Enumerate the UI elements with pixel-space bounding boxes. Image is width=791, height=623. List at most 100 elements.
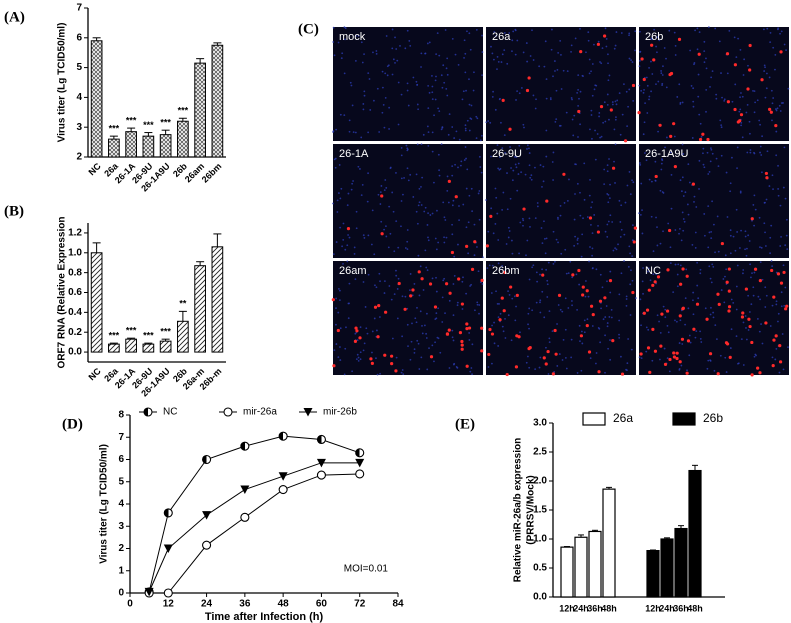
infected-cell xyxy=(785,304,789,308)
nucleus xyxy=(744,230,747,233)
nucleus xyxy=(578,283,581,286)
nucleus xyxy=(614,118,617,121)
infected-cell xyxy=(675,356,679,361)
nucleus xyxy=(438,54,441,57)
nucleus xyxy=(599,273,602,276)
nucleus xyxy=(431,75,433,77)
nucleus xyxy=(501,147,504,150)
nucleus xyxy=(736,264,739,267)
nucleus xyxy=(413,351,416,354)
line xyxy=(148,435,360,593)
infected-cell xyxy=(522,207,526,211)
nucleus xyxy=(780,235,782,238)
nucleus xyxy=(459,164,462,167)
nucleus xyxy=(492,90,494,93)
infected-cell xyxy=(697,52,701,56)
nucleus xyxy=(385,225,387,228)
nucleus xyxy=(787,346,789,349)
x-tick-label: 0 xyxy=(127,599,133,610)
nucleus xyxy=(426,224,429,226)
nucleus xyxy=(591,232,594,235)
nucleus xyxy=(566,199,569,202)
nucleus xyxy=(775,300,778,303)
infected-cell xyxy=(380,232,384,236)
nucleus xyxy=(669,262,672,265)
nucleus xyxy=(435,276,437,279)
nucleus xyxy=(363,237,366,239)
nucleus xyxy=(543,237,546,240)
nucleus xyxy=(482,256,484,259)
nucleus xyxy=(583,319,586,322)
nucleus xyxy=(536,205,539,208)
nucleus xyxy=(367,172,369,175)
nucleus xyxy=(761,342,764,345)
nucleus xyxy=(771,356,774,359)
nucleus xyxy=(766,27,769,30)
infected-cell xyxy=(692,327,696,331)
bar xyxy=(177,320,189,353)
nucleus xyxy=(472,89,475,92)
nucleus xyxy=(753,111,756,114)
infected-cell xyxy=(500,296,504,300)
nucleus xyxy=(655,45,657,48)
infected-cell xyxy=(608,279,613,283)
nucleus xyxy=(605,45,608,48)
nucleus xyxy=(336,211,339,213)
nucleus xyxy=(462,276,464,279)
nucleus xyxy=(520,171,523,174)
nucleus xyxy=(378,272,381,275)
nucleus xyxy=(539,301,541,304)
nucleus xyxy=(779,32,781,35)
nucleus xyxy=(606,93,609,96)
nucleus xyxy=(696,27,699,30)
nucleus xyxy=(481,74,483,77)
nucleus xyxy=(664,146,666,149)
nucleus xyxy=(623,83,625,85)
nucleus xyxy=(725,371,728,373)
nucleus xyxy=(452,339,455,342)
nucleus xyxy=(786,248,789,251)
x-tick-label: 24 xyxy=(201,599,213,610)
nucleus xyxy=(676,273,679,276)
infected-cell xyxy=(353,339,358,343)
infected-cell xyxy=(779,50,783,54)
nucleus xyxy=(470,367,473,369)
nucleus xyxy=(343,26,346,29)
nucleus xyxy=(468,103,471,106)
nucleus xyxy=(532,264,535,267)
nucleus xyxy=(775,130,778,133)
nucleus xyxy=(659,331,662,334)
nucleus xyxy=(749,149,752,151)
nucleus xyxy=(729,190,732,193)
nucleus xyxy=(360,136,363,139)
nucleus xyxy=(628,171,631,173)
infected-cell xyxy=(659,344,663,348)
nucleus xyxy=(570,300,573,302)
nucleus xyxy=(569,260,572,263)
nucleus xyxy=(435,317,438,320)
nucleus xyxy=(383,126,386,129)
nucleus xyxy=(342,262,344,265)
nucleus xyxy=(399,45,401,47)
nucleus xyxy=(416,339,419,342)
nucleus xyxy=(681,101,684,104)
nucleus xyxy=(705,67,708,70)
nucleus xyxy=(348,130,351,133)
nucleus xyxy=(656,226,658,229)
nucleus xyxy=(555,89,558,92)
nucleus xyxy=(587,39,590,42)
nucleus xyxy=(712,265,715,268)
bar xyxy=(574,536,588,598)
nucleus xyxy=(745,111,748,114)
nucleus xyxy=(394,36,396,39)
nucleus xyxy=(775,108,777,110)
nucleus xyxy=(591,267,594,270)
nucleus xyxy=(337,287,340,290)
nucleus xyxy=(765,294,768,297)
nucleus xyxy=(420,204,423,206)
nucleus xyxy=(445,67,448,70)
nucleus xyxy=(385,187,388,189)
nucleus xyxy=(689,49,692,52)
nucleus xyxy=(710,147,712,150)
nucleus xyxy=(477,192,480,195)
